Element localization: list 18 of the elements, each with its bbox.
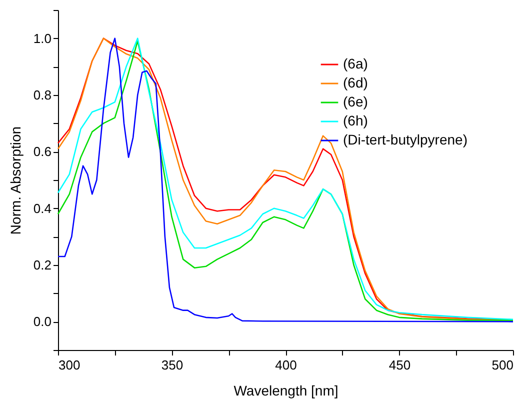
legend-label: (6d): [343, 74, 368, 90]
y-tick-label: 0.8: [33, 88, 52, 102]
y-tick-label: 0.6: [33, 144, 52, 160]
legend-label: (Di-tert-butylpyrene): [343, 132, 468, 148]
y-axis-title: Norm. Absorption: [7, 126, 24, 235]
y-tick-label: 0.0: [33, 314, 52, 330]
y-tick-label: 1.0: [33, 30, 52, 46]
y-tick-label: 0.4: [33, 200, 52, 216]
legend-label: (6a): [343, 56, 368, 72]
x-axis-title: Wavelength [nm]: [234, 382, 338, 398]
legend-label: (6e): [343, 94, 368, 110]
legend-label: (6h): [343, 112, 368, 128]
y-tick-label: 0.2: [33, 258, 52, 272]
x-tick-label: 500: [492, 358, 514, 372]
x-tick-label: 400: [275, 358, 297, 372]
x-tick-label: 300: [58, 358, 80, 372]
x-tick-label: 450: [388, 358, 411, 372]
x-tick-label: 350: [161, 358, 184, 372]
